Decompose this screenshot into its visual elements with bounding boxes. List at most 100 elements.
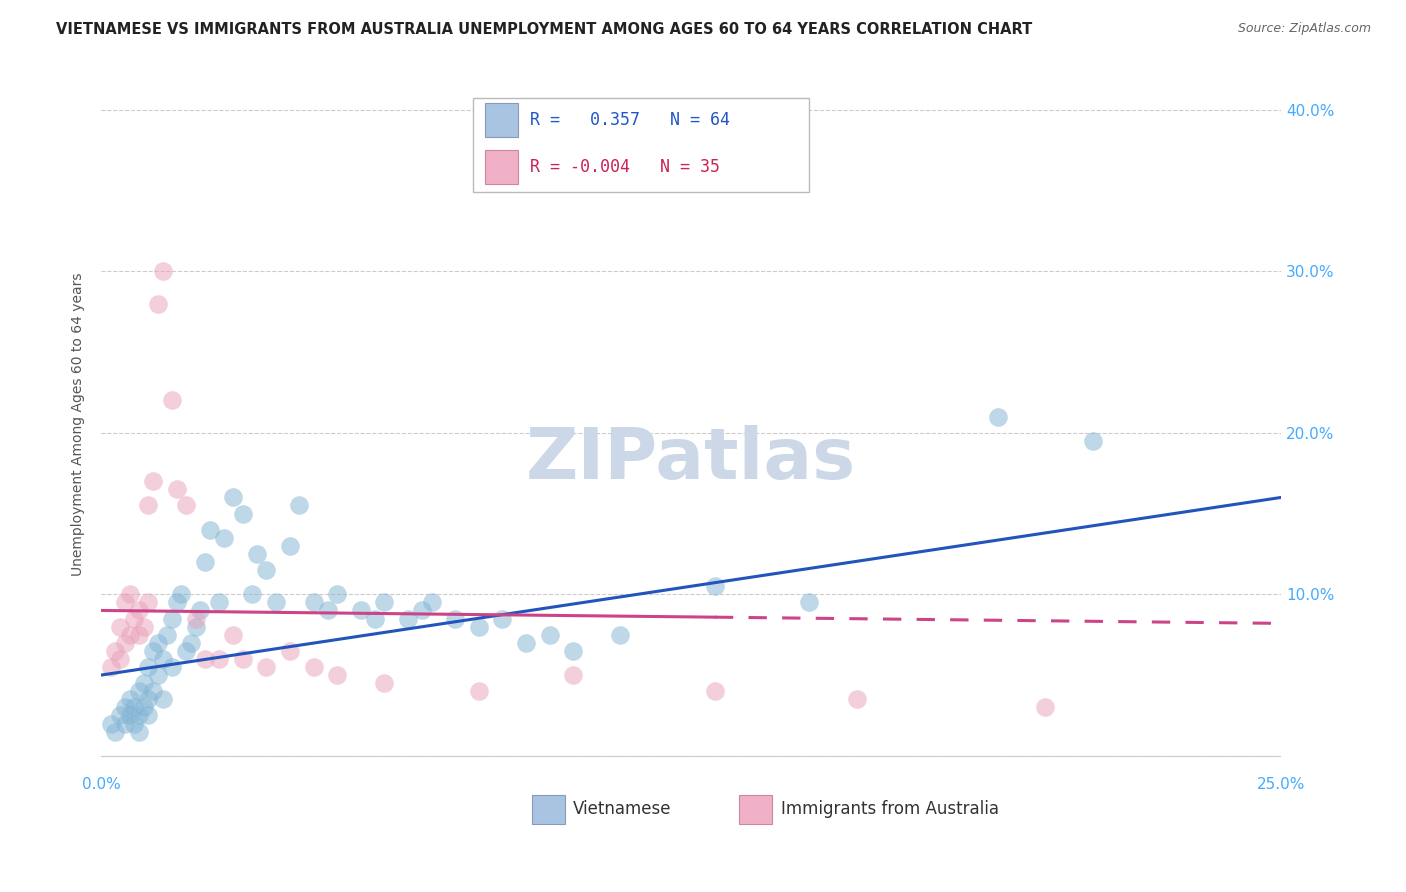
Y-axis label: Unemployment Among Ages 60 to 64 years: Unemployment Among Ages 60 to 64 years xyxy=(72,273,86,576)
Point xyxy=(138,660,160,674)
Point xyxy=(198,523,221,537)
Point xyxy=(108,652,131,666)
Point xyxy=(232,507,254,521)
Point xyxy=(132,700,155,714)
Text: VIETNAMESE VS IMMIGRANTS FROM AUSTRALIA UNEMPLOYMENT AMONG AGES 60 TO 64 YEARS C: VIETNAMESE VS IMMIGRANTS FROM AUSTRALIA … xyxy=(56,22,1032,37)
FancyBboxPatch shape xyxy=(485,151,517,184)
Point xyxy=(562,668,585,682)
Point xyxy=(987,409,1010,424)
Point xyxy=(278,644,301,658)
Point xyxy=(350,603,373,617)
Point xyxy=(222,628,245,642)
Point xyxy=(256,660,278,674)
Point xyxy=(100,716,122,731)
Point xyxy=(142,644,165,658)
Point xyxy=(160,393,183,408)
FancyBboxPatch shape xyxy=(485,103,517,136)
Point xyxy=(132,619,155,633)
Point xyxy=(208,652,231,666)
Point xyxy=(114,700,136,714)
Point xyxy=(128,684,150,698)
FancyBboxPatch shape xyxy=(531,795,565,824)
Point xyxy=(146,668,169,682)
Point xyxy=(468,619,491,633)
Point xyxy=(316,603,339,617)
Point xyxy=(118,587,141,601)
Point xyxy=(232,652,254,666)
Point xyxy=(212,531,235,545)
Point xyxy=(240,587,263,601)
Point xyxy=(128,724,150,739)
Point xyxy=(114,636,136,650)
Point xyxy=(515,636,537,650)
Point xyxy=(118,708,141,723)
Point xyxy=(128,628,150,642)
Point xyxy=(184,619,207,633)
Point xyxy=(108,619,131,633)
Point xyxy=(222,491,245,505)
Text: Source: ZipAtlas.com: Source: ZipAtlas.com xyxy=(1237,22,1371,36)
Point xyxy=(114,716,136,731)
Point xyxy=(104,724,127,739)
Point xyxy=(174,499,197,513)
Point xyxy=(491,611,513,625)
Point xyxy=(174,644,197,658)
Point xyxy=(246,547,269,561)
Point xyxy=(609,628,631,642)
Point xyxy=(128,603,150,617)
Point xyxy=(194,555,217,569)
Point xyxy=(302,595,325,609)
Point xyxy=(160,611,183,625)
Point xyxy=(278,539,301,553)
Text: Vietnamese: Vietnamese xyxy=(574,800,672,819)
Point xyxy=(114,595,136,609)
Point xyxy=(373,595,395,609)
Point xyxy=(444,611,467,625)
Point xyxy=(138,692,160,706)
Point xyxy=(122,611,145,625)
Point xyxy=(562,644,585,658)
Point xyxy=(194,652,217,666)
Point xyxy=(364,611,387,625)
Point xyxy=(108,708,131,723)
Point xyxy=(146,636,169,650)
Point xyxy=(326,668,349,682)
FancyBboxPatch shape xyxy=(472,98,810,192)
Text: Immigrants from Australia: Immigrants from Australia xyxy=(780,800,1000,819)
Point xyxy=(468,684,491,698)
Point xyxy=(146,296,169,310)
Point xyxy=(373,676,395,690)
Point xyxy=(138,595,160,609)
Point xyxy=(845,692,868,706)
Point xyxy=(799,595,821,609)
Point xyxy=(1081,434,1104,448)
Point xyxy=(703,684,725,698)
Text: R =   0.357   N = 64: R = 0.357 N = 64 xyxy=(530,112,730,129)
Point xyxy=(152,264,174,278)
Point xyxy=(104,644,127,658)
Text: ZIPatlas: ZIPatlas xyxy=(526,425,856,494)
Point xyxy=(122,700,145,714)
Text: R = -0.004   N = 35: R = -0.004 N = 35 xyxy=(530,158,720,176)
Point xyxy=(1035,700,1057,714)
Point xyxy=(138,708,160,723)
Point xyxy=(118,628,141,642)
Point xyxy=(138,499,160,513)
Point xyxy=(288,499,311,513)
Point xyxy=(703,579,725,593)
Point xyxy=(396,611,419,625)
Point xyxy=(326,587,349,601)
Point xyxy=(411,603,433,617)
FancyBboxPatch shape xyxy=(738,795,772,824)
Point xyxy=(264,595,287,609)
Point xyxy=(420,595,443,609)
Point xyxy=(170,587,193,601)
Point xyxy=(142,684,165,698)
Point xyxy=(160,660,183,674)
Point xyxy=(100,660,122,674)
Point xyxy=(156,628,179,642)
Point xyxy=(128,708,150,723)
Point xyxy=(132,676,155,690)
Point xyxy=(538,628,561,642)
Point xyxy=(152,652,174,666)
